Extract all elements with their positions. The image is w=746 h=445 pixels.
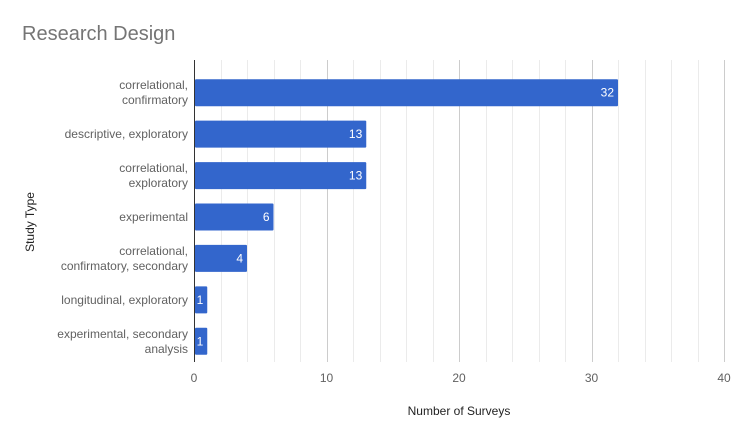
bar [195,286,208,314]
data-label: 1 [197,334,204,348]
x-tick-label: 30 [585,371,599,385]
x-tick-labels: 0 10 20 30 40 [191,371,731,385]
bar [195,162,367,190]
bars: 32 13 13 6 4 1 1 [195,79,618,355]
data-label: 6 [263,210,270,224]
bar [195,120,367,148]
category-label: correlational, exploratory [119,161,188,190]
bar [195,79,618,107]
gridlines [194,60,725,362]
category-label: descriptive, exploratory [65,127,188,141]
category-label: correlational, confirmatory [119,78,188,107]
x-axis-title: Number of Surveys [408,404,511,418]
x-tick-label: 40 [717,371,731,385]
category-label: longitudinal, exploratory [61,293,188,307]
bar [195,327,208,355]
data-label: 13 [349,169,363,183]
x-tick-label: 0 [191,371,198,385]
y-axis-title: Study Type [23,192,37,252]
data-label: 32 [601,86,615,100]
data-label: 1 [197,293,204,307]
bar [195,203,274,231]
data-label: 13 [349,127,363,141]
category-label: experimental [119,210,188,224]
bar [195,244,247,272]
category-label: correlational, confirmatory, secondary [61,244,188,273]
x-tick-label: 20 [452,371,466,385]
category-labels: correlational, confirmatory descriptive, e… [57,78,188,356]
x-tick-label: 10 [320,371,334,385]
category-label: experimental, secondary analysis [57,327,188,356]
chart-title: Research Design [22,23,175,45]
data-label: 4 [236,251,243,265]
